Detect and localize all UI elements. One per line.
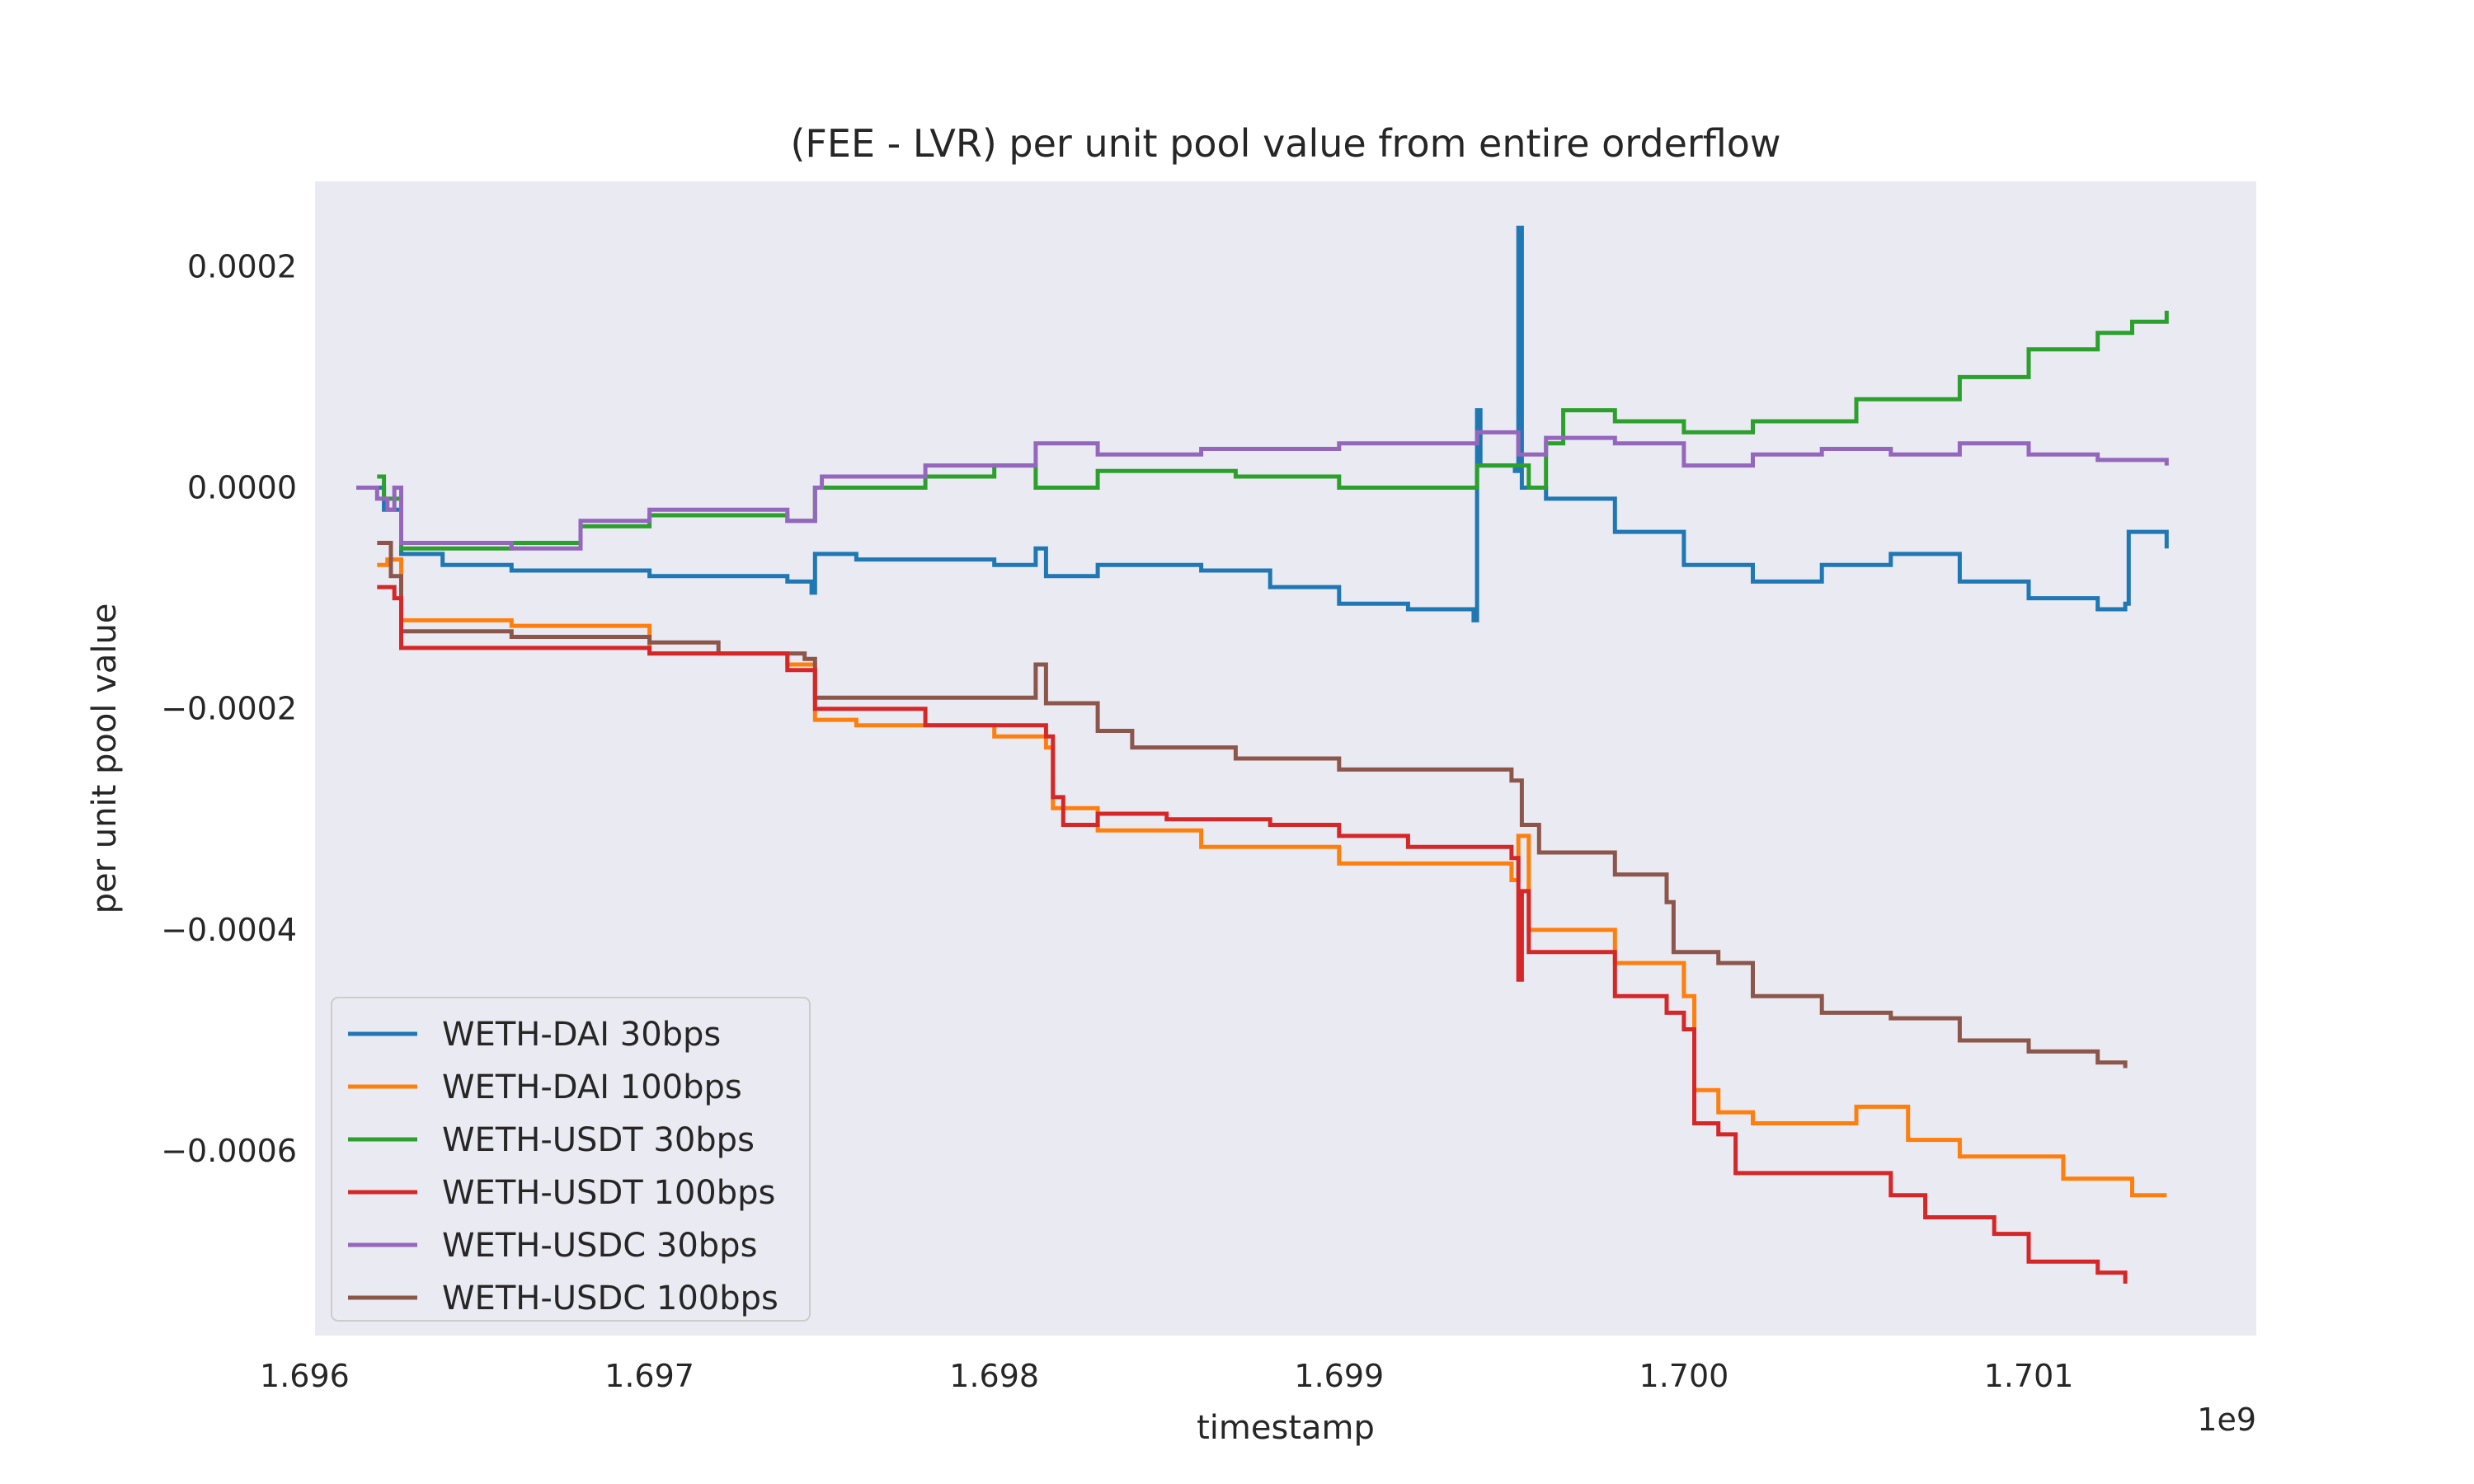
series-line-weth-usdt-100bps xyxy=(377,585,2128,1284)
x-ticks: 1.696 1.697 1.698 1.699 1.700 1.701 xyxy=(260,1358,2073,1394)
x-tick-label: 1.698 xyxy=(949,1358,1039,1394)
legend-label: WETH-USDT 30bps xyxy=(442,1121,755,1159)
y-tick-label: −0.0002 xyxy=(161,691,297,727)
y-tick-label: −0.0004 xyxy=(161,912,297,948)
series-lines xyxy=(356,225,2169,1284)
series-line-weth-dai-30bps xyxy=(356,225,2169,622)
x-tick-label: 1.697 xyxy=(604,1358,694,1394)
y-tick-label: −0.0006 xyxy=(161,1133,297,1169)
legend-label: WETH-DAI 30bps xyxy=(442,1016,721,1054)
legend: WETH-DAI 30bps WETH-DAI 100bps WETH-USDT 3… xyxy=(331,997,811,1322)
chart-title: (FEE - LVR) per unit pool value from ent… xyxy=(790,121,1780,166)
series-line-weth-usdc-100bps xyxy=(377,541,2128,1068)
legend-label: WETH-USDC 30bps xyxy=(442,1227,757,1265)
y-tick-label: 0.0000 xyxy=(187,469,297,505)
legend-label: WETH-USDT 100bps xyxy=(442,1174,775,1212)
legend-box xyxy=(331,997,811,1322)
y-axis-label: per unit pool value xyxy=(86,603,124,914)
legend-label: WETH-DAI 100bps xyxy=(442,1068,742,1106)
series-line-weth-usdt-30bps xyxy=(377,310,2169,551)
y-tick-label: 0.0002 xyxy=(187,248,297,284)
y-ticks: 0.0002 0.0000 −0.0002 −0.0004 −0.0006 xyxy=(161,248,297,1169)
legend-label: WETH-USDC 100bps xyxy=(442,1280,778,1317)
x-axis-label: timestamp xyxy=(1197,1409,1375,1447)
x-tick-label: 1.701 xyxy=(1984,1358,2074,1394)
x-offset-label: 1e9 xyxy=(2197,1402,2256,1438)
series-line-weth-usdc-30bps xyxy=(356,430,2169,551)
x-tick-label: 1.696 xyxy=(260,1358,350,1394)
x-tick-label: 1.700 xyxy=(1639,1358,1729,1394)
x-tick-label: 1.699 xyxy=(1294,1358,1384,1394)
